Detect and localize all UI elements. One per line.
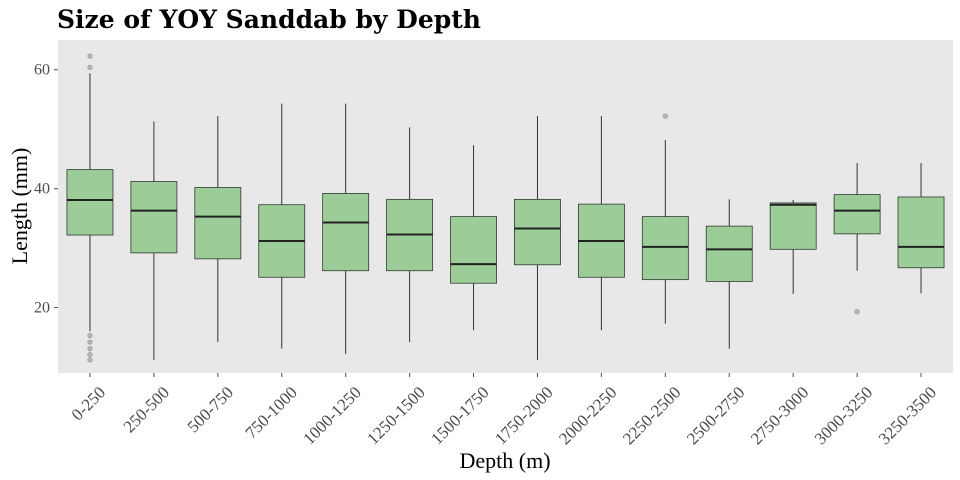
box-2500-2750 <box>705 199 753 349</box>
box-body <box>897 196 945 269</box>
box-250-500 <box>130 121 178 360</box>
box-body <box>833 194 881 235</box>
box-1500-1750 <box>450 145 497 331</box>
box-750-1000 <box>258 103 306 349</box>
x-tick-label: 1250-1500 <box>363 383 429 449</box>
box-body <box>130 181 178 254</box>
y-axis-title: Length (mm) <box>7 148 32 265</box>
x-tick-label: 3000-3250 <box>811 383 877 449</box>
outlier-point <box>87 351 93 358</box>
box-body <box>705 225 753 282</box>
box-body <box>514 198 561 266</box>
outlier-point <box>87 332 93 339</box>
box-body <box>450 216 497 284</box>
box-1750-2000 <box>514 116 561 360</box>
box-1250-1500 <box>386 127 434 343</box>
outlier-point <box>662 113 668 119</box>
y-tick-label: 60 <box>34 62 50 79</box>
x-tick-label: 1750-2000 <box>491 383 557 449</box>
box-body <box>194 187 242 260</box>
x-tick-label: 2000-2250 <box>555 383 621 449</box>
outlier-point <box>87 346 93 352</box>
box-2000-2250 <box>577 116 625 331</box>
chart-title: Size of YOY Sanddab by Depth <box>57 5 481 34</box>
box-2250-2500 <box>641 113 689 324</box>
x-tick-label: 2750-3000 <box>747 383 813 449</box>
x-tick-label: 3250-3500 <box>875 383 941 449</box>
plot-panel <box>58 40 953 373</box>
x-tick-label: 500-750 <box>184 383 238 437</box>
x-tick-label: 750-1000 <box>241 383 301 443</box>
outlier-point <box>87 64 93 70</box>
outlier-point <box>87 339 93 345</box>
x-tick-label: 1000-1250 <box>299 383 365 449</box>
x-tick-label: 250-500 <box>120 383 174 437</box>
outlier-point <box>854 309 860 315</box>
x-tick-label: 2250-2500 <box>619 383 685 449</box>
outlier-point <box>87 53 93 59</box>
x-tick-label: 0-250 <box>68 383 109 424</box>
y-axis: 20 40 60 <box>34 62 58 317</box>
box-body <box>641 216 689 281</box>
x-axis-title: Depth (m) <box>459 448 550 473</box>
box-1000-1250 <box>322 103 370 354</box>
x-tick-label: 1500-1750 <box>427 383 493 449</box>
box-body <box>322 193 370 272</box>
box-body <box>66 169 114 236</box>
y-tick-label: 20 <box>34 300 50 317</box>
box-500-750 <box>194 116 242 343</box>
box-body <box>769 202 817 250</box>
x-tick-label: 2500-2750 <box>683 383 749 449</box>
outlier-point <box>87 357 93 363</box>
y-tick-label: 40 <box>34 181 50 198</box>
x-axis: 0-250 250-500 500-750 750-10001000-12501250… <box>68 373 941 449</box>
box-3000-3250 <box>833 163 881 315</box>
box-0-250 <box>66 53 114 363</box>
box-3250-3500 <box>897 163 945 294</box>
box-2750-3000 <box>769 199 817 294</box>
box-series <box>66 53 945 363</box>
